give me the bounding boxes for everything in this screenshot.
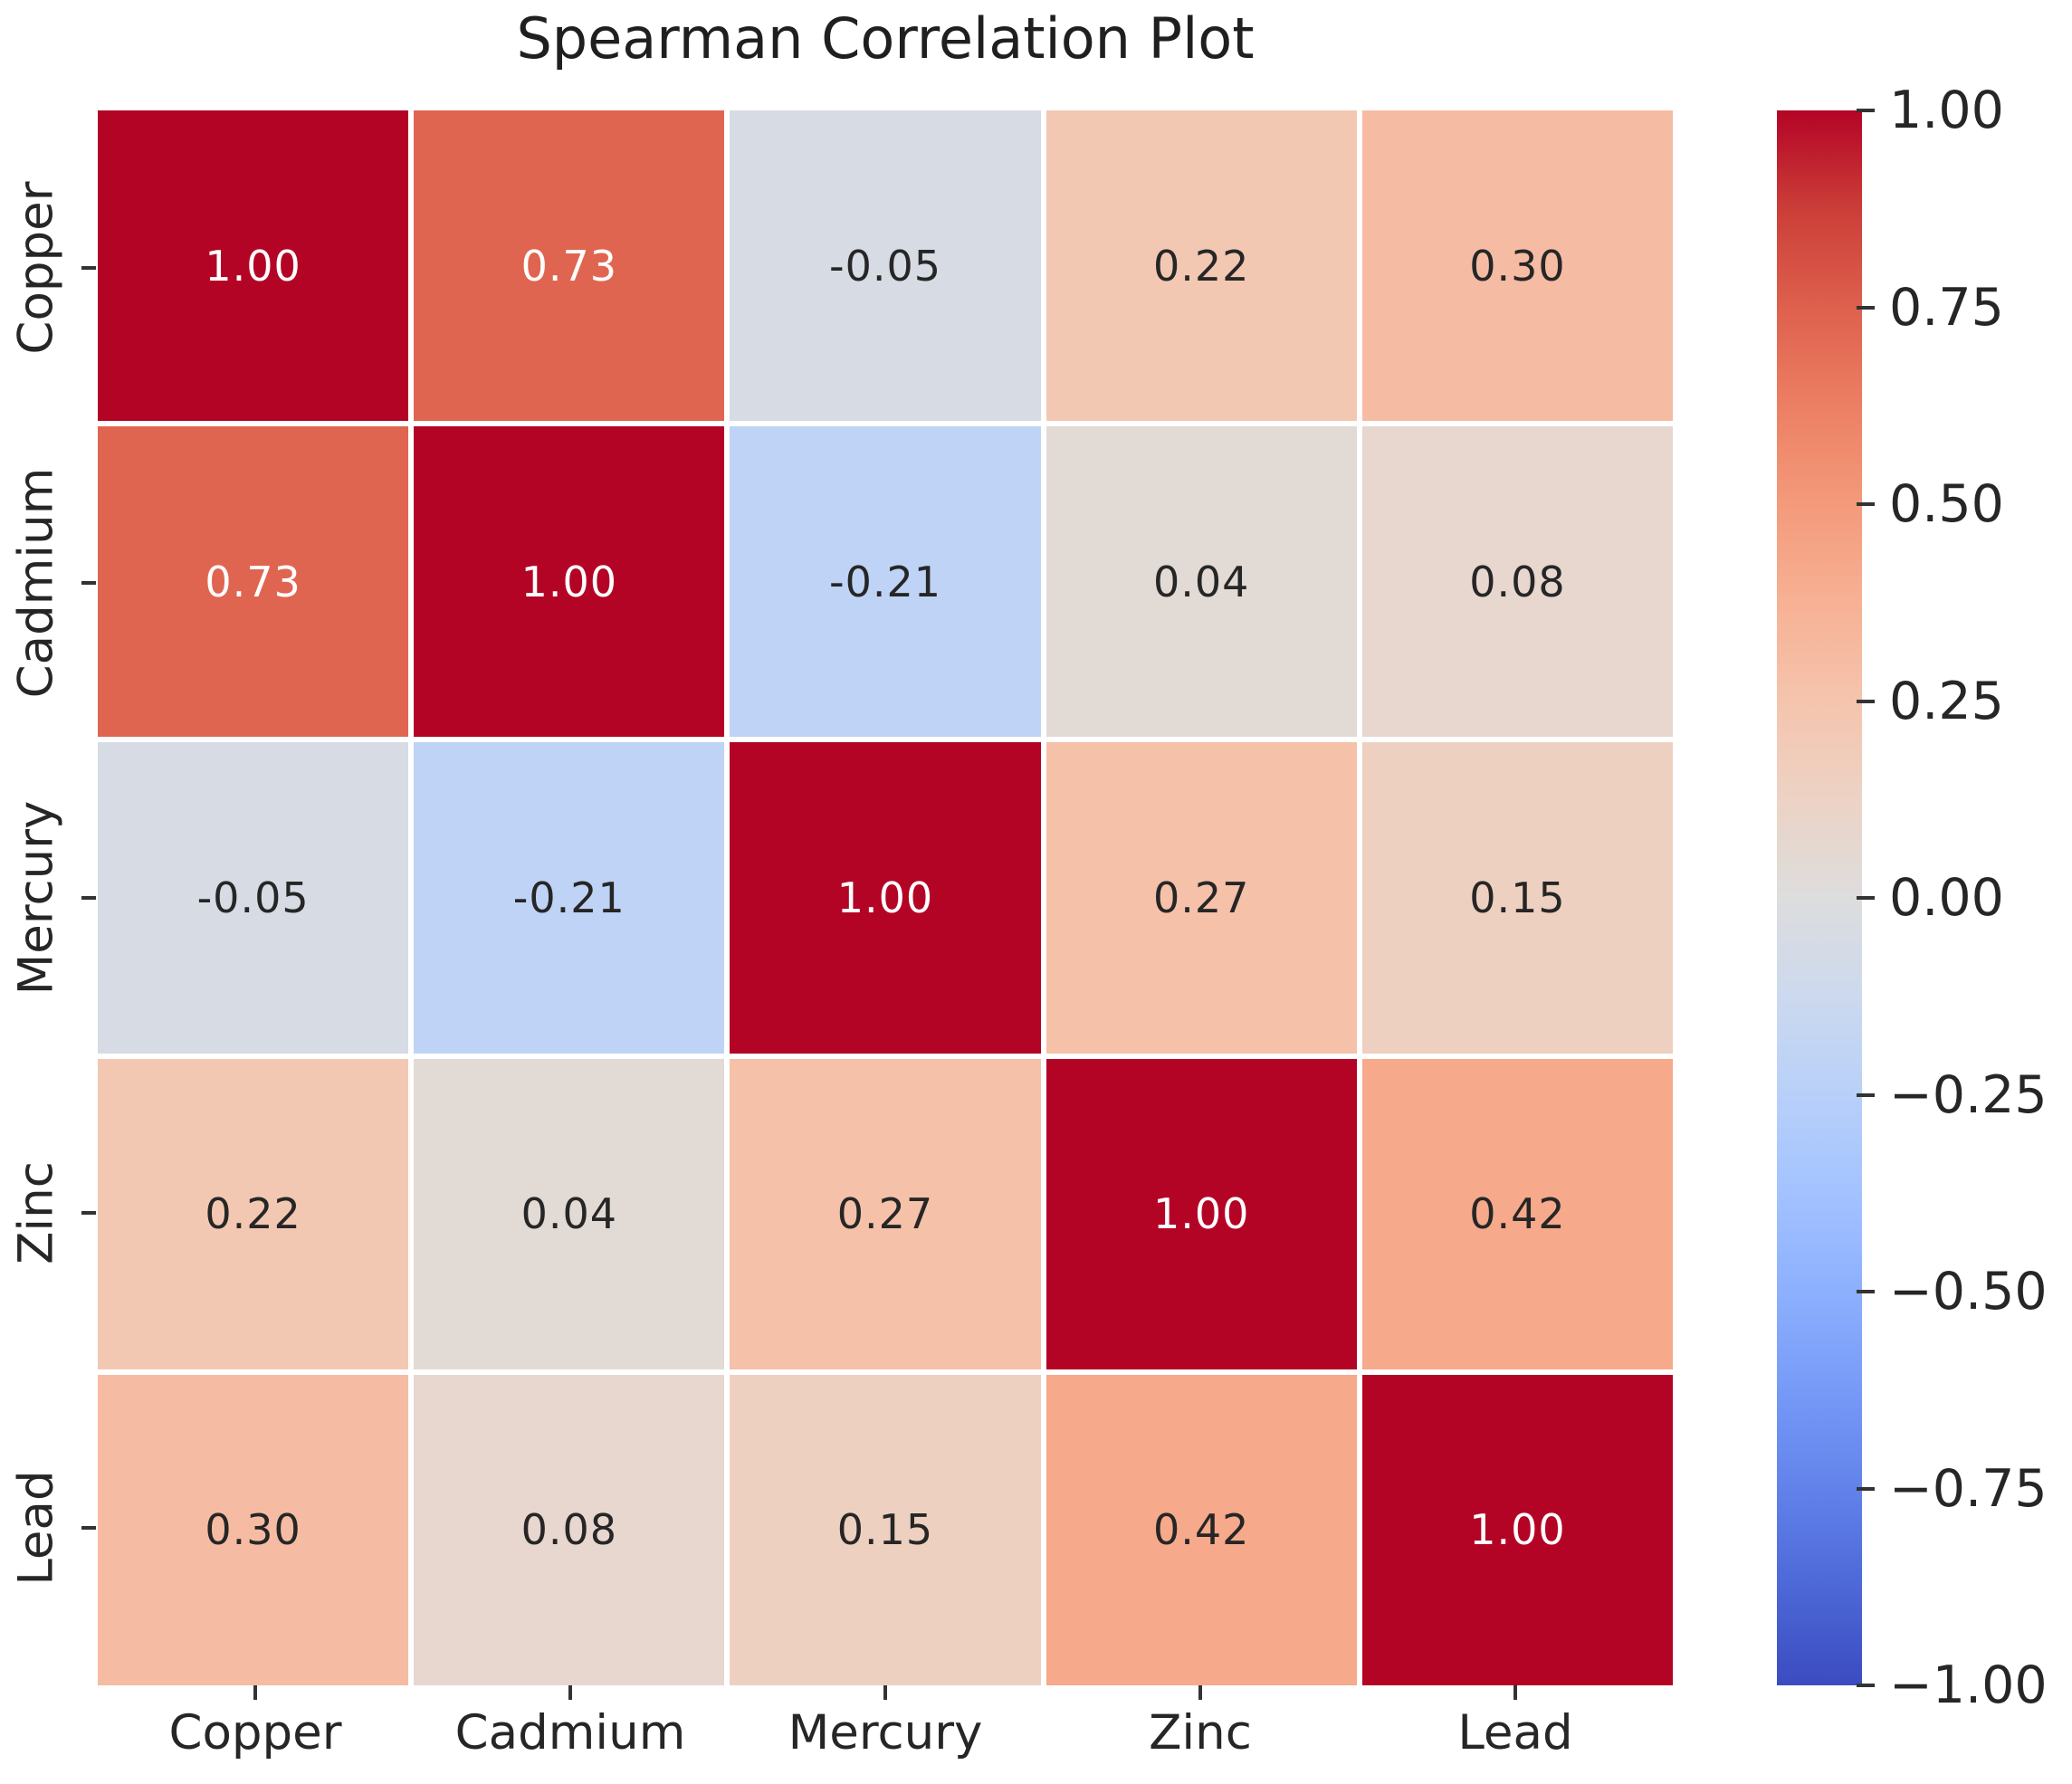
colorbar-tick bbox=[1857, 305, 1875, 310]
x-axis-tick bbox=[1198, 1685, 1202, 1700]
heatmap-cell-zinc-cadmium: 0.04 bbox=[414, 1058, 725, 1369]
colorbar-tick-label: 0.00 bbox=[1889, 868, 2004, 928]
heatmap-cell-cadmium-lead: 0.08 bbox=[1361, 426, 1673, 738]
heatmap-cell-zinc-lead: 0.42 bbox=[1361, 1058, 1673, 1369]
heatmap-cell-copper-copper: 1.00 bbox=[98, 110, 409, 422]
y-axis-tick bbox=[81, 896, 96, 900]
x-axis-label-mercury: Mercury bbox=[788, 1705, 983, 1760]
heatmap-cell-mercury-copper: -0.05 bbox=[98, 742, 409, 1054]
heatmap-cell-lead-cadmium: 0.08 bbox=[414, 1374, 725, 1685]
colorbar-tick-label: 1.00 bbox=[1889, 81, 2004, 140]
heatmap-cell-mercury-lead: 0.15 bbox=[1361, 742, 1673, 1054]
heatmap-cell-mercury-cadmium: -0.21 bbox=[414, 742, 725, 1054]
colorbar-tick-label: 0.75 bbox=[1889, 277, 2004, 338]
y-axis-label-cadmium: Cadmium bbox=[8, 467, 64, 699]
y-axis-label-zinc: Zinc bbox=[8, 1161, 64, 1264]
heatmap-cell-cadmium-zinc: 0.04 bbox=[1046, 426, 1357, 738]
heatmap-cell-mercury-zinc: 0.27 bbox=[1046, 742, 1357, 1054]
heatmap-cell-lead-copper: 0.30 bbox=[98, 1374, 409, 1685]
y-axis-tick bbox=[81, 1211, 96, 1215]
colorbar-tick bbox=[1857, 1684, 1875, 1687]
y-axis-label-copper: Copper bbox=[8, 181, 64, 355]
colorbar bbox=[1777, 110, 1862, 1685]
colorbar-tick-label: −0.75 bbox=[1889, 1458, 2048, 1519]
heatmap-cell-zinc-copper: 0.22 bbox=[98, 1058, 409, 1369]
heatmap-cell-copper-zinc: 0.22 bbox=[1046, 110, 1357, 422]
heatmap-cell-zinc-mercury: 0.27 bbox=[730, 1058, 1041, 1369]
heatmap-cell-copper-mercury: -0.05 bbox=[730, 110, 1041, 422]
x-axis-label-copper: Copper bbox=[168, 1705, 342, 1760]
heatmap-cell-copper-cadmium: 0.73 bbox=[414, 110, 725, 422]
colorbar-tick bbox=[1857, 699, 1875, 703]
x-axis-tick bbox=[1513, 1685, 1517, 1700]
y-axis-tick bbox=[81, 1526, 96, 1530]
x-axis-label-lead: Lead bbox=[1457, 1705, 1573, 1760]
heatmap-cell-cadmium-copper: 0.73 bbox=[98, 426, 409, 738]
heatmap-grid: 1.00 0.73 -0.05 0.22 0.30 0.73 1.00 -0.21 0.04 0.… bbox=[98, 110, 1673, 1685]
colorbar-tick bbox=[1857, 1092, 1875, 1097]
colorbar-tick-label: −0.50 bbox=[1889, 1262, 2048, 1321]
heatmap-cell-mercury-mercury: 1.00 bbox=[730, 742, 1041, 1054]
colorbar-tick bbox=[1857, 896, 1875, 900]
heatmap-cell-lead-mercury: 0.15 bbox=[730, 1374, 1041, 1685]
heatmap-cell-zinc-zinc: 1.00 bbox=[1046, 1058, 1357, 1369]
colorbar-tick-label: −0.25 bbox=[1889, 1064, 2048, 1125]
x-axis-label-zinc: Zinc bbox=[1149, 1705, 1252, 1760]
heatmap-cell-cadmium-cadmium: 1.00 bbox=[414, 426, 725, 738]
heatmap-cell-lead-lead: 1.00 bbox=[1361, 1374, 1673, 1685]
colorbar-tick bbox=[1857, 1290, 1875, 1293]
x-axis-label-cadmium: Cadmium bbox=[454, 1705, 686, 1760]
colorbar-tick-label: 0.25 bbox=[1889, 671, 2004, 731]
heatmap-cell-copper-lead: 0.30 bbox=[1361, 110, 1673, 422]
heatmap-cell-lead-zinc: 0.42 bbox=[1046, 1374, 1357, 1685]
chart-title: Spearman Correlation Plot bbox=[516, 5, 1255, 72]
x-axis-tick bbox=[883, 1685, 887, 1700]
x-axis-tick bbox=[253, 1685, 257, 1700]
y-axis-label-mercury: Mercury bbox=[8, 800, 64, 996]
y-axis-tick bbox=[81, 266, 96, 270]
colorbar-tick bbox=[1857, 109, 1875, 112]
x-axis-tick bbox=[568, 1685, 572, 1700]
colorbar-tick bbox=[1857, 1486, 1875, 1491]
colorbar-tick bbox=[1857, 502, 1875, 506]
heatmap-cell-cadmium-mercury: -0.21 bbox=[730, 426, 1041, 738]
y-axis-tick bbox=[81, 581, 96, 585]
y-axis-label-lead: Lead bbox=[8, 1470, 64, 1586]
colorbar-tick-label: −1.00 bbox=[1889, 1655, 2048, 1715]
colorbar-tick-label: 0.50 bbox=[1889, 474, 2004, 534]
